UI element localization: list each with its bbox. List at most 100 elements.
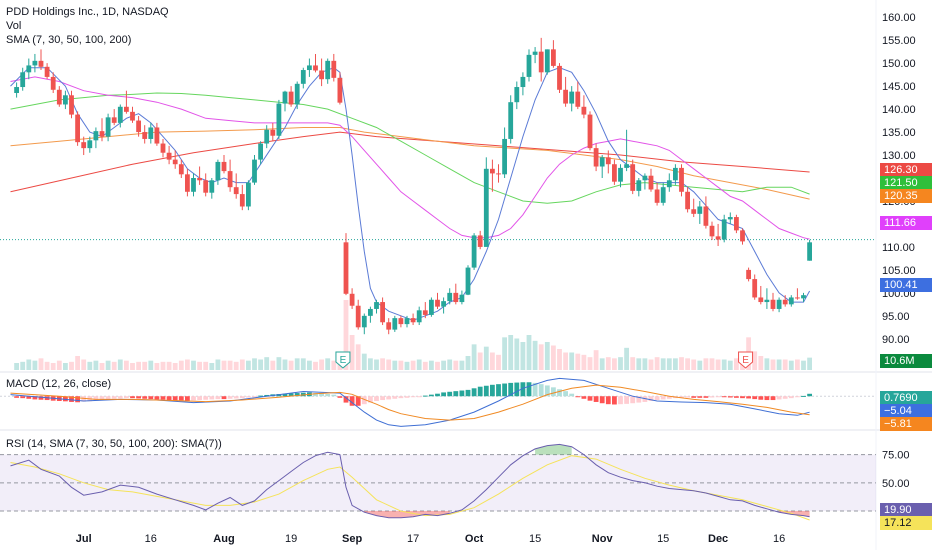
macd-hist-bar — [721, 396, 727, 398]
macd-hist-bar — [660, 396, 666, 400]
macd-hist-bar — [483, 385, 489, 397]
macd-hist-bar — [172, 396, 178, 401]
macd-hist-bar — [727, 396, 733, 398]
volume-bar — [215, 359, 221, 370]
candle — [136, 120, 141, 133]
macd-hist-bar — [398, 396, 404, 399]
macd-hist-bar — [166, 396, 172, 401]
macd-hist-bar — [471, 388, 477, 397]
volume-bar — [361, 353, 367, 370]
chart-title: PDD Holdings Inc., 1D, NASDAQ — [6, 6, 169, 18]
macd-hist-bar — [130, 396, 135, 399]
price-tick-label: 90.00 — [882, 334, 910, 346]
volume-bar — [246, 360, 251, 370]
x-tick-label: Nov — [592, 533, 614, 545]
macd-hist-bar — [801, 395, 806, 397]
macd-hist-bar — [703, 396, 709, 398]
rsi-sma-line — [10, 455, 810, 521]
candle — [691, 209, 697, 214]
macd-hist-bar — [20, 396, 26, 399]
candle — [117, 106, 123, 123]
price-tick-label: 110.00 — [882, 242, 915, 254]
candle — [246, 182, 251, 207]
price-tick-label: 160.00 — [882, 12, 916, 24]
candle — [215, 161, 221, 181]
volume-bar — [502, 337, 507, 370]
volume-bar — [691, 359, 697, 370]
macd-hist-bar — [605, 396, 611, 405]
macd-hist-bar — [734, 396, 739, 398]
x-tick-label: Dec — [708, 533, 728, 545]
candle — [557, 65, 562, 90]
volume-bar — [270, 360, 276, 370]
candle — [679, 167, 684, 192]
macd-hist-bar — [63, 396, 68, 402]
candle — [50, 76, 56, 90]
volume-bar — [563, 352, 568, 370]
volume-bar — [575, 353, 581, 370]
volume-bar — [331, 360, 337, 370]
macd-hist-bar — [105, 396, 111, 400]
earnings-label: E — [340, 355, 347, 366]
volume-bar — [776, 359, 782, 370]
volume-bar — [14, 363, 19, 370]
candle — [654, 189, 660, 203]
volume-bar — [355, 344, 361, 370]
volume-bar — [709, 358, 715, 370]
candle — [14, 87, 19, 93]
volume-bar — [630, 357, 636, 370]
volume-bar — [404, 361, 410, 370]
volume-bar — [93, 360, 99, 370]
macd-hist-bar — [221, 396, 227, 400]
volume-bar — [581, 354, 587, 370]
candle — [209, 180, 215, 193]
price-tick-label: 105.00 — [882, 265, 916, 277]
earnings-marker: E — [335, 351, 351, 369]
candle — [252, 159, 257, 183]
candle — [221, 161, 227, 172]
macd-hist-bar — [538, 384, 544, 397]
candle — [87, 140, 93, 149]
volume-bar — [160, 361, 166, 370]
volume-bar — [50, 363, 56, 370]
candle — [331, 60, 337, 78]
macd-hist-bar — [252, 396, 257, 398]
volume-bar — [26, 359, 32, 370]
volume-badge: 10.6M — [880, 354, 932, 368]
candle — [178, 164, 184, 175]
volume-bar — [471, 344, 477, 370]
candle — [477, 235, 483, 247]
macd-hist-bar — [612, 396, 617, 405]
candle — [276, 103, 282, 136]
macd-hist-bar — [770, 396, 776, 401]
candle — [160, 143, 166, 153]
macd-hist-bar — [264, 394, 270, 397]
macd-hist-bar — [441, 392, 446, 397]
candle — [788, 297, 794, 305]
candle — [581, 106, 587, 115]
macd-hist-bar — [557, 389, 562, 397]
candle — [99, 131, 105, 137]
candle — [325, 60, 331, 80]
x-tick-label: Sep — [342, 533, 362, 545]
macd-hist-bar — [239, 396, 245, 399]
candle — [453, 292, 459, 303]
sma100-badge: 120.35 — [880, 189, 932, 203]
candle — [618, 167, 623, 182]
candle — [349, 293, 355, 306]
candle — [776, 299, 782, 309]
candle — [752, 279, 758, 298]
volume-bar — [343, 300, 349, 370]
candle — [532, 51, 538, 55]
macd-hist-bar — [697, 396, 703, 398]
volume-bar — [764, 358, 770, 370]
candle — [630, 164, 636, 191]
macd-hist-bar — [679, 396, 684, 398]
macd-hist-bar — [587, 396, 593, 401]
candle — [288, 91, 294, 105]
macd-hist-bar — [422, 395, 428, 397]
macd-hist-bar — [709, 396, 715, 398]
macd-hist-bar — [490, 384, 495, 397]
candle — [130, 111, 135, 121]
